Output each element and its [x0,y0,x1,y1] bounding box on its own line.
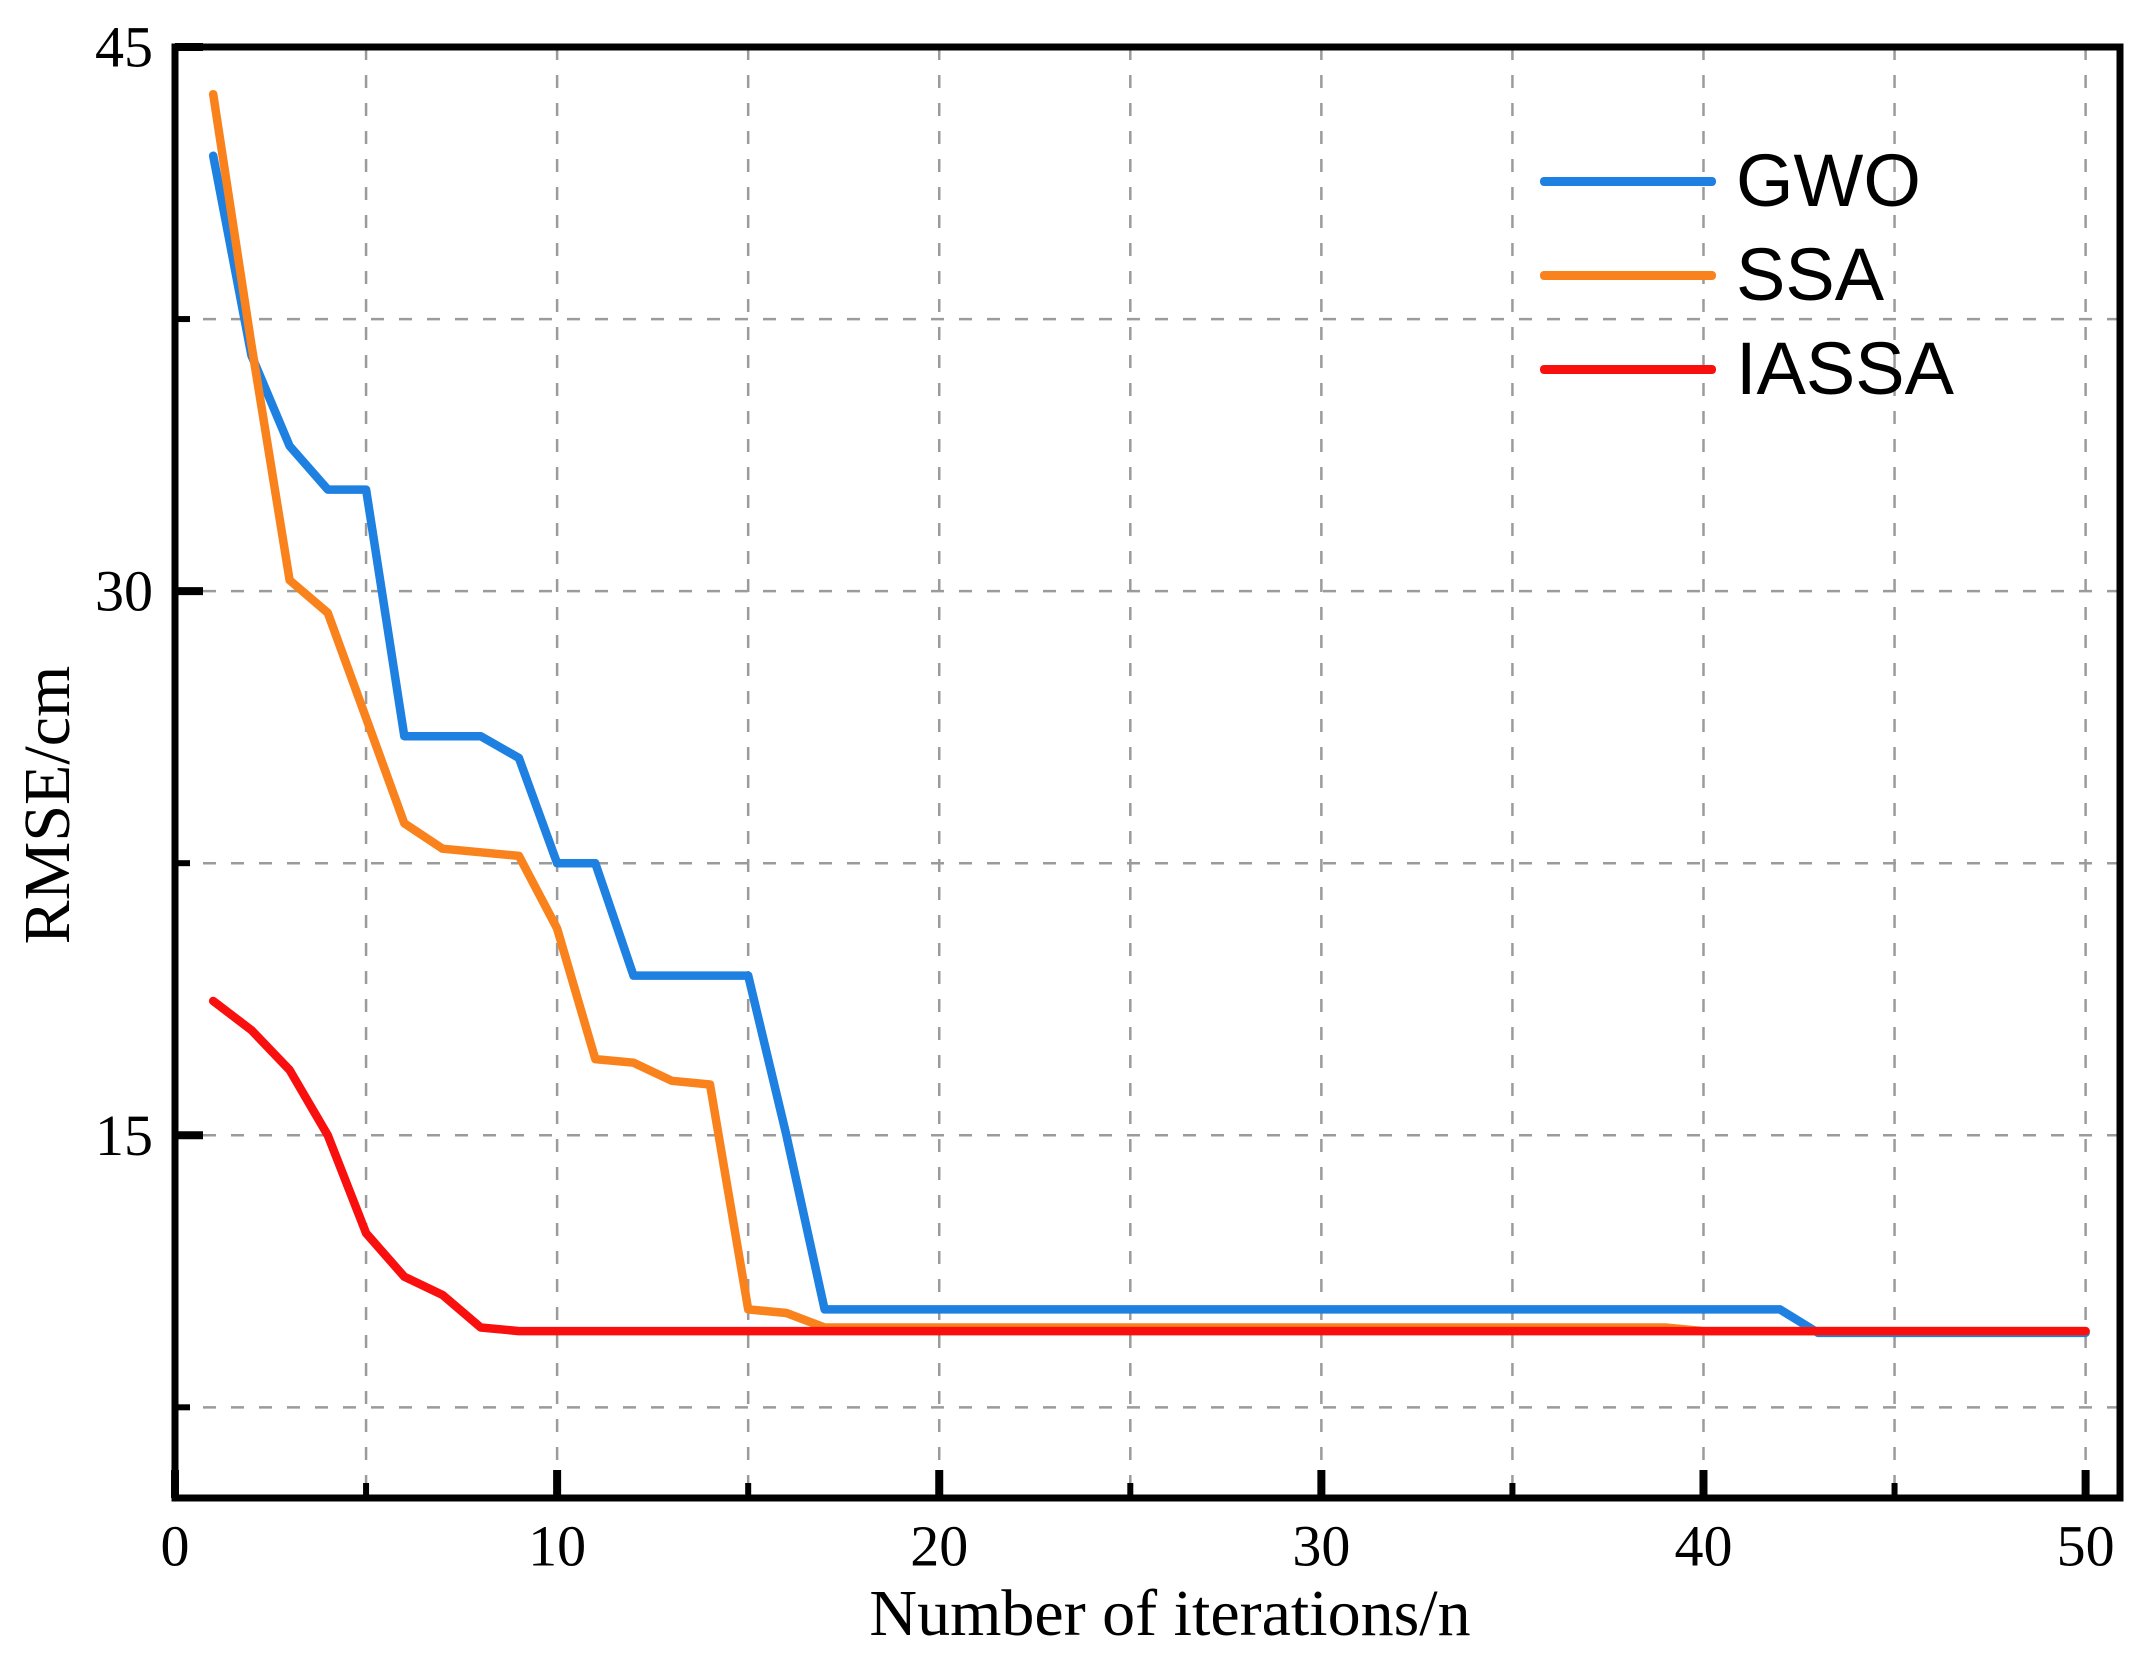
x-tick-label: 20 [910,1514,968,1579]
iassa-line-swatch [1540,364,1716,374]
legend-item-gwo: GWO [1540,134,1954,228]
y-tick-label: 30 [95,559,153,624]
ssa-line-swatch [1540,270,1716,280]
y-tick-label: 45 [95,15,153,80]
x-tick-label: 0 [161,1514,190,1579]
x-tick-label: 30 [1292,1514,1350,1579]
x-axis-title: Number of iterations/n [869,1577,1471,1650]
x-tick-label: 10 [528,1514,586,1579]
legend-label-iassa: IASSA [1736,327,1954,410]
series-line-gwo [208,151,2090,1338]
legend-label-ssa: SSA [1736,233,1885,316]
y-axis-title: RMSE/cm [11,665,84,945]
series-line-iassa [208,996,2090,1336]
legend-label-gwo: GWO [1736,139,1921,222]
gwo-line-swatch [1540,176,1716,186]
legend-item-iassa: IASSA [1540,322,1954,416]
x-tick-label: 40 [1674,1514,1732,1579]
legend: GWO SSA IASSA [1540,134,1954,416]
x-tick-label: 50 [2057,1514,2115,1579]
y-tick-label: 15 [95,1103,153,1168]
axis-frame [171,43,2124,1502]
legend-item-ssa: SSA [1540,228,1954,322]
